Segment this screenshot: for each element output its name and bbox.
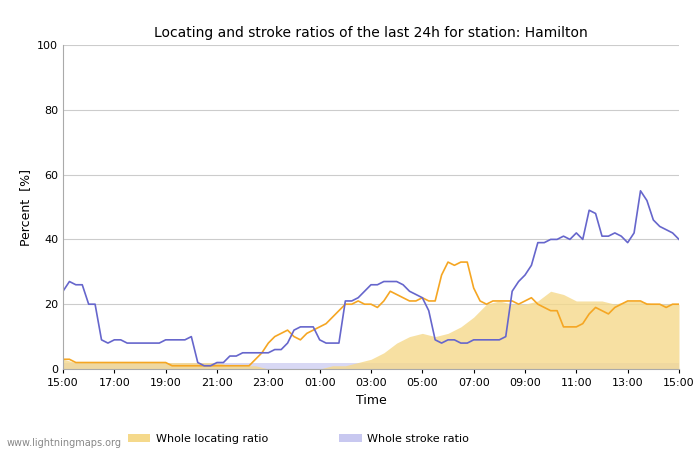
X-axis label: Time: Time [356,394,386,407]
Text: www.lightningmaps.org: www.lightningmaps.org [7,438,122,448]
Legend: Whole locating ratio, Locating ratio station Hamilton, Whole stroke ratio, Strok: Whole locating ratio, Locating ratio sta… [123,430,533,450]
Y-axis label: Percent  [%]: Percent [%] [19,168,32,246]
Title: Locating and stroke ratios of the last 24h for station: Hamilton: Locating and stroke ratios of the last 2… [154,26,588,40]
